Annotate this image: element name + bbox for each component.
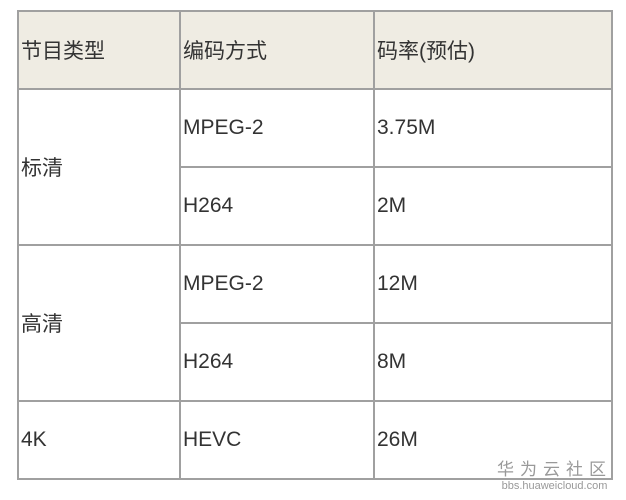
bitrate-cell: 26M <box>373 400 613 480</box>
watermark: 华为云社区 bbs.huaweicloud.com <box>497 455 612 492</box>
codec-cell: H264 <box>179 322 375 402</box>
header-program-type: 节目类型 <box>17 10 181 90</box>
table-row: 4K HEVC 26M <box>17 400 613 480</box>
watermark-name: 华为云社区 <box>497 460 612 479</box>
bitrate-table: 节目类型 编码方式 码率(预估) 标清 MPEG-2 3.75M H264 2M… <box>17 10 613 480</box>
table-row: 高清 MPEG-2 12M <box>17 244 613 402</box>
bitrate-cell: 8M <box>373 322 613 402</box>
codec-cell: MPEG-2 <box>179 244 375 324</box>
program-type-cell: 高清 <box>17 244 181 402</box>
watermark-url: bbs.huaweicloud.com <box>501 480 608 492</box>
bitrate-cell: 2M <box>373 166 613 246</box>
header-bitrate: 码率(预估) <box>373 10 613 90</box>
table-row: H264 8M <box>18 322 613 402</box>
header-row: 节目类型 编码方式 码率(预估) <box>17 10 613 90</box>
program-type-cell: 4K <box>17 400 181 480</box>
program-type-cell: 标清 <box>17 88 181 246</box>
codec-cell: MPEG-2 <box>179 88 375 168</box>
codec-cell: H264 <box>179 166 375 246</box>
codec-cell: HEVC <box>179 400 375 480</box>
table-row: H264 2M <box>18 166 613 246</box>
bitrate-cell: 12M <box>373 244 613 324</box>
table-row: 标清 MPEG-2 3.75M <box>17 88 613 246</box>
bitrate-cell: 3.75M <box>373 88 613 168</box>
header-codec: 编码方式 <box>179 10 375 90</box>
